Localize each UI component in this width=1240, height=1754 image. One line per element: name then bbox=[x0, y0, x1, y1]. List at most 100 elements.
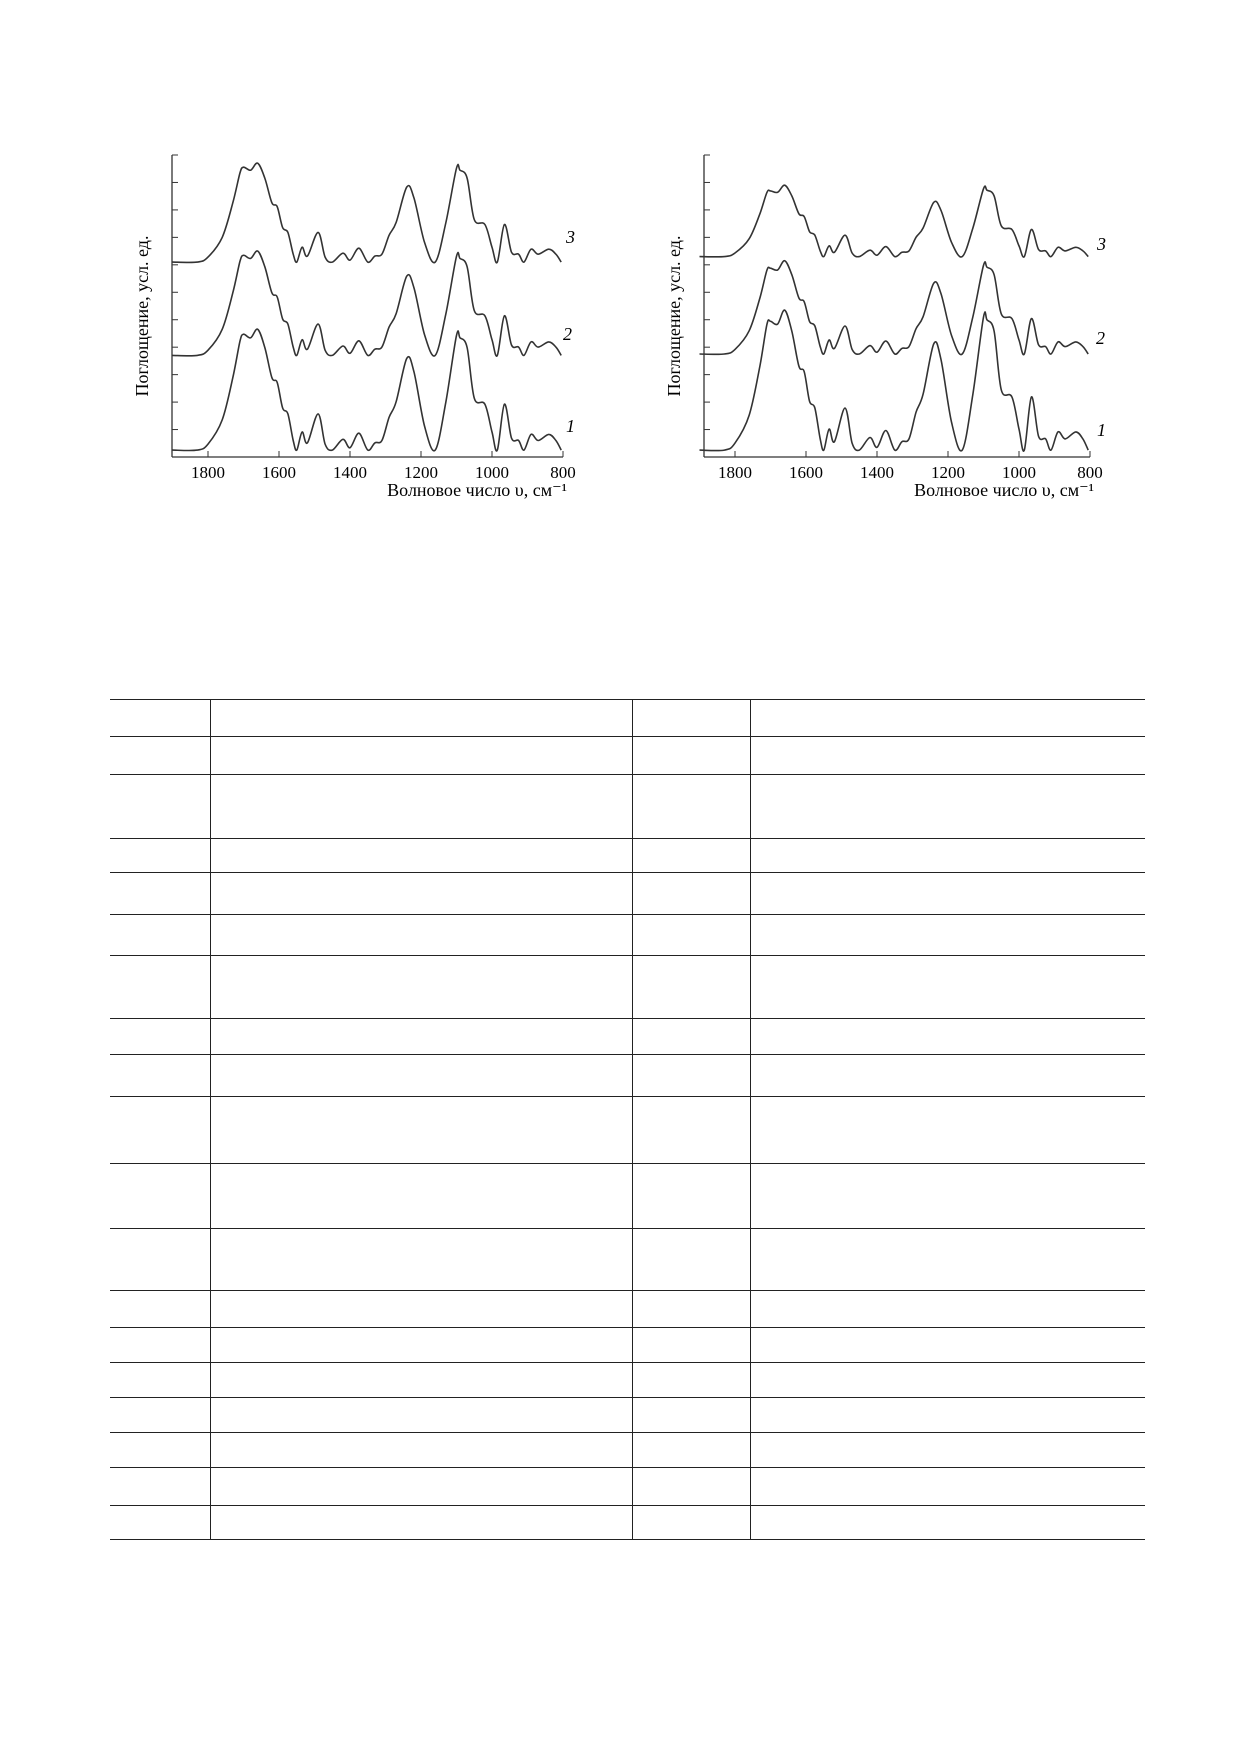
table-row bbox=[110, 1163, 1145, 1229]
table-cell bbox=[750, 872, 1145, 915]
table-row bbox=[110, 1228, 1145, 1291]
table-cell bbox=[632, 1327, 751, 1363]
table-cell bbox=[632, 1362, 751, 1398]
x-tick-label: 1600 bbox=[262, 463, 296, 482]
curve-label-3: 3 bbox=[1096, 234, 1106, 254]
table-cell bbox=[632, 1397, 751, 1433]
table-header-row bbox=[110, 699, 1145, 737]
table-cell bbox=[209, 955, 633, 1019]
table-cell bbox=[209, 1505, 633, 1540]
table-row bbox=[110, 1432, 1145, 1468]
table-cell bbox=[110, 955, 211, 1019]
table-cell bbox=[750, 1432, 1145, 1468]
table-cell bbox=[632, 914, 751, 956]
x-tick-label: 800 bbox=[1077, 463, 1103, 482]
table-cell bbox=[110, 699, 211, 737]
table-cell bbox=[750, 1290, 1145, 1328]
table-cell bbox=[209, 872, 633, 915]
table-row bbox=[110, 872, 1145, 915]
table-cell bbox=[632, 1432, 751, 1468]
table-cell bbox=[209, 1018, 633, 1055]
table-cell bbox=[632, 1467, 751, 1506]
spectrum-curve-1 bbox=[699, 309, 1089, 452]
table-cell bbox=[110, 1054, 211, 1097]
table-cell bbox=[632, 736, 751, 775]
table-cell bbox=[750, 1467, 1145, 1506]
curve-label-2: 2 bbox=[563, 324, 572, 344]
data-table bbox=[110, 699, 1145, 1540]
x-tick-label: 1800 bbox=[191, 463, 225, 482]
table-cell bbox=[632, 955, 751, 1019]
table-row bbox=[110, 774, 1145, 839]
table-cell bbox=[110, 1467, 211, 1506]
table-cell bbox=[209, 1290, 633, 1328]
table-cell bbox=[209, 1163, 633, 1229]
table-cell bbox=[750, 1397, 1145, 1433]
table-cell bbox=[632, 1163, 751, 1229]
table-cell bbox=[632, 1228, 751, 1291]
y-axis-label: Поглощение, усл. ед. bbox=[132, 236, 152, 397]
spectrum-curve-3 bbox=[172, 162, 562, 264]
table-row bbox=[110, 1505, 1145, 1540]
table-cell bbox=[110, 1397, 211, 1433]
x-tick-label: 1000 bbox=[1002, 463, 1036, 482]
table-row bbox=[110, 1054, 1145, 1097]
table-cell bbox=[750, 914, 1145, 956]
table-cell bbox=[750, 1505, 1145, 1540]
table-cell bbox=[750, 1327, 1145, 1363]
table-cell bbox=[750, 1096, 1145, 1164]
table-cell bbox=[209, 838, 633, 873]
table-cell bbox=[110, 914, 211, 956]
spectrum-curve-2 bbox=[699, 259, 1089, 356]
table-cell bbox=[110, 1362, 211, 1398]
table-cell bbox=[632, 838, 751, 873]
table-cell bbox=[750, 699, 1145, 737]
table-cell bbox=[209, 774, 633, 839]
curve-label-1: 1 bbox=[1097, 420, 1106, 440]
y-axis-label: Поглощение, усл. ед. bbox=[664, 236, 684, 397]
table-cell bbox=[750, 1163, 1145, 1229]
spectrum-curve-3 bbox=[699, 184, 1089, 258]
spectrum-curve-2 bbox=[172, 250, 562, 357]
x-axis-label: Волновое число υ, см⁻¹ bbox=[387, 480, 567, 500]
table-cell bbox=[110, 1163, 211, 1229]
table-cell bbox=[750, 1018, 1145, 1055]
table-cell bbox=[209, 1432, 633, 1468]
table-cell bbox=[750, 1228, 1145, 1291]
table-cell bbox=[209, 914, 633, 956]
table-cell bbox=[209, 699, 633, 737]
table-cell bbox=[632, 699, 751, 737]
table-cell bbox=[110, 1096, 211, 1164]
table-cell bbox=[209, 736, 633, 775]
x-axis-label: Волновое число υ, см⁻¹ bbox=[914, 480, 1094, 500]
x-tick-label: 1200 bbox=[931, 463, 965, 482]
table-row bbox=[110, 1327, 1145, 1363]
table-cell bbox=[632, 1505, 751, 1540]
table-cell bbox=[209, 1054, 633, 1097]
table-cell bbox=[110, 1432, 211, 1468]
table-cell bbox=[632, 1290, 751, 1328]
table-cell bbox=[209, 1397, 633, 1433]
table-cell bbox=[110, 736, 211, 775]
table-cell bbox=[750, 1362, 1145, 1398]
table-row bbox=[110, 1362, 1145, 1398]
table-row bbox=[110, 838, 1145, 873]
x-tick-label: 1000 bbox=[475, 463, 509, 482]
table-cell bbox=[110, 1327, 211, 1363]
table-row bbox=[110, 1397, 1145, 1433]
table-row bbox=[110, 1467, 1145, 1506]
x-tick-label: 1600 bbox=[789, 463, 823, 482]
x-tick-label: 800 bbox=[550, 463, 576, 482]
table-cell bbox=[209, 1362, 633, 1398]
table-row bbox=[110, 1096, 1145, 1164]
table-cell bbox=[750, 955, 1145, 1019]
table-cell bbox=[209, 1228, 633, 1291]
spectrum-curve-1 bbox=[172, 328, 562, 452]
table-cell bbox=[110, 774, 211, 839]
table-cell bbox=[209, 1467, 633, 1506]
table-cell bbox=[110, 872, 211, 915]
table-row bbox=[110, 955, 1145, 1019]
curve-label-1: 1 bbox=[566, 416, 575, 436]
